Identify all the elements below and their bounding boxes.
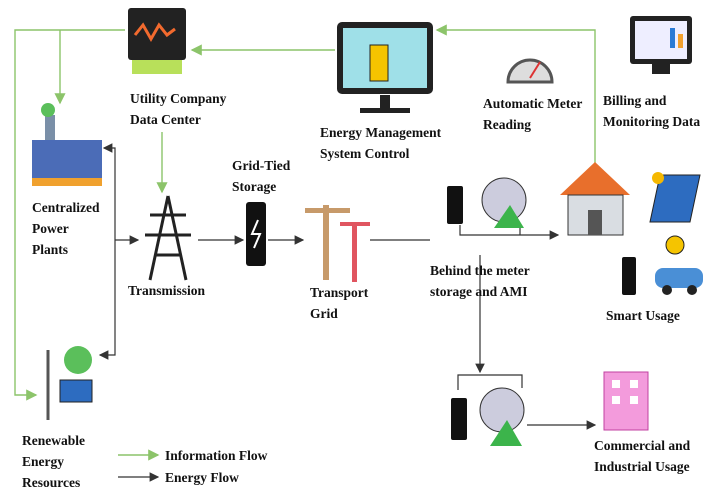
- legend-label: Information Flow: [165, 448, 268, 463]
- node-label: Grid: [310, 306, 338, 321]
- node-label: Storage: [232, 179, 276, 194]
- node-label: Resources: [22, 475, 80, 490]
- energy-flows: [98, 143, 597, 430]
- node-label: Reading: [483, 117, 531, 132]
- node-label: Grid-Tied: [232, 158, 291, 173]
- information-flows: [14, 24, 596, 401]
- node-label: Power: [32, 221, 69, 236]
- node-label: Centralized: [32, 200, 100, 215]
- node-label: Automatic Meter: [483, 96, 582, 111]
- node-label: Industrial Usage: [594, 459, 690, 474]
- node-label: Energy: [22, 454, 64, 469]
- node-label: Data Center: [130, 112, 201, 127]
- node-label: Transmission: [128, 283, 206, 298]
- node-label: Commercial and: [594, 438, 691, 453]
- node-label: Billing and: [603, 93, 667, 108]
- node-label: Energy Management: [320, 125, 442, 140]
- node-label: storage and AMI: [430, 284, 528, 299]
- node-label: Transport: [310, 285, 369, 300]
- node-label: Utility Company: [130, 91, 227, 106]
- legend-label: Energy Flow: [165, 470, 239, 485]
- node-label: Behind the meter: [430, 263, 530, 278]
- icons: [32, 8, 703, 482]
- node-label: Renewable: [22, 433, 85, 448]
- node-label: Smart Usage: [606, 308, 680, 323]
- node-label: Plants: [32, 242, 68, 257]
- node-label: System Control: [320, 146, 410, 161]
- node-label: Monitoring Data: [603, 114, 700, 129]
